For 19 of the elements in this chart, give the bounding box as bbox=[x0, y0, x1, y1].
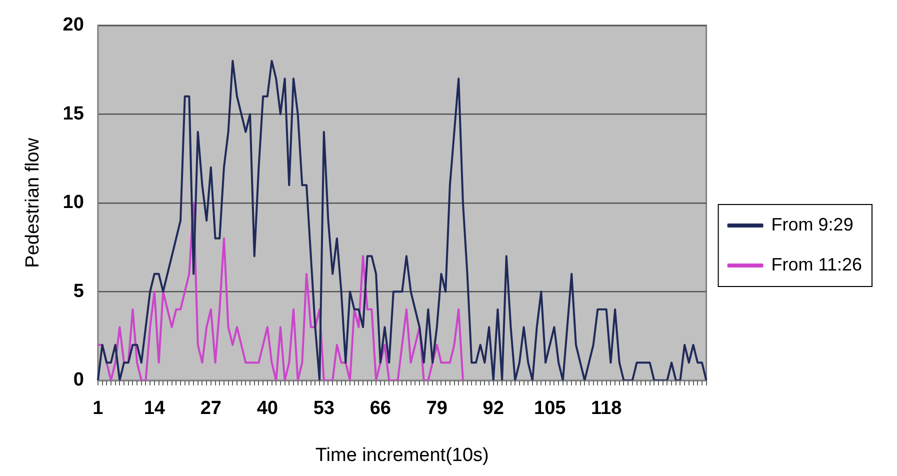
x-tick-label: 118 bbox=[591, 398, 622, 420]
x-axis-title: Time increment(10s) bbox=[315, 444, 489, 466]
y-tick-label: 20 bbox=[62, 14, 84, 36]
x-tick-label: 66 bbox=[370, 398, 391, 420]
x-tick-label: 53 bbox=[313, 398, 334, 420]
legend-label: From 11:26 bbox=[771, 254, 862, 274]
x-tick-label: 14 bbox=[144, 398, 166, 420]
x-tick-label: 27 bbox=[200, 398, 222, 420]
x-tick-label: 79 bbox=[426, 398, 448, 420]
x-tick-label: 1 bbox=[92, 398, 104, 420]
y-tick-label: 5 bbox=[73, 280, 84, 302]
y-axis-title: Pedestrian flow bbox=[22, 138, 44, 268]
x-tick-label: 40 bbox=[256, 398, 278, 420]
y-tick-label: 15 bbox=[62, 103, 84, 124]
x-tick-label: 105 bbox=[534, 398, 566, 420]
y-tick-label: 10 bbox=[62, 192, 84, 214]
y-tick-label: 0 bbox=[73, 370, 84, 391]
legend-label: From 9:29 bbox=[771, 214, 854, 234]
x-tick-label: 92 bbox=[482, 398, 504, 420]
